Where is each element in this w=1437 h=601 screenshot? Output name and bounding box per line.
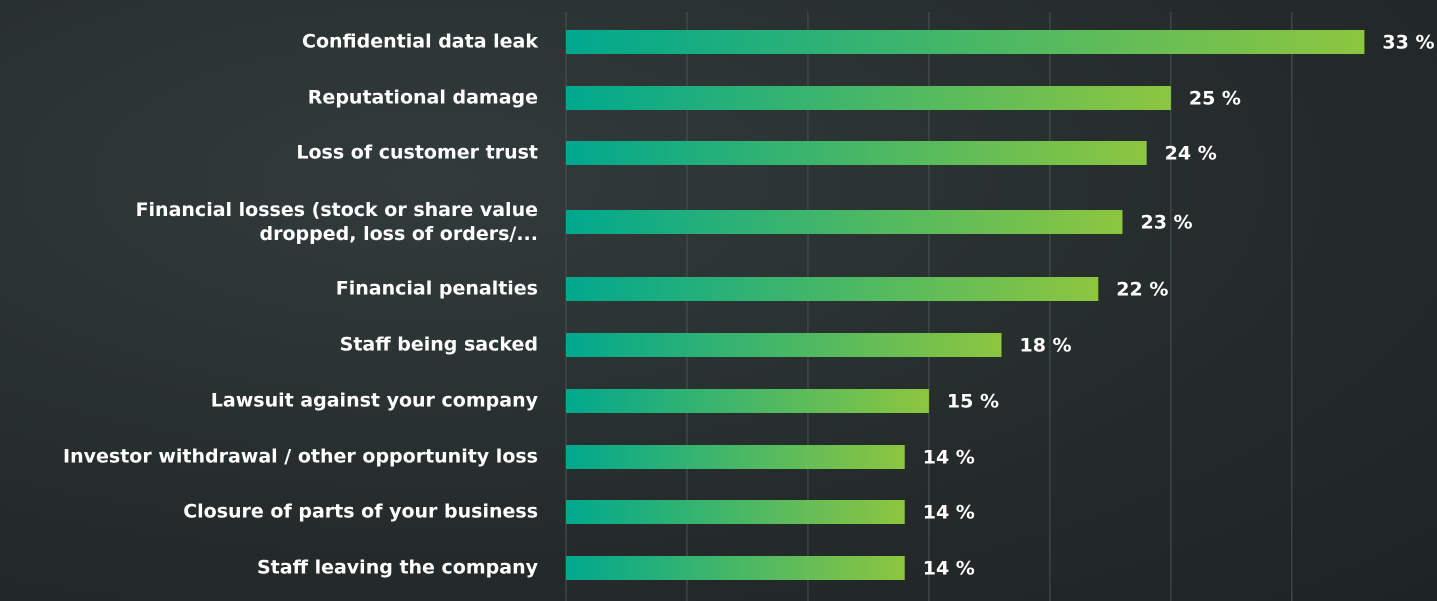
value-label: 23 % (1140, 212, 1192, 234)
value-label: 22 % (1116, 279, 1168, 301)
bar (566, 389, 929, 413)
value-label: 24 % (1165, 143, 1217, 165)
category-label: Confidential data leak (302, 31, 538, 53)
bar (566, 333, 1002, 357)
value-label: 18 % (1020, 335, 1072, 357)
value-label: 15 % (947, 391, 999, 413)
category-label: Financial losses (stock or share value dr… (136, 199, 538, 245)
category-label: Closure of parts of your business (183, 501, 538, 523)
bar (566, 30, 1365, 54)
value-label: 33 % (1382, 32, 1434, 54)
bar (566, 141, 1147, 165)
value-label: 14 % (923, 447, 975, 469)
value-label: 25 % (1189, 88, 1241, 110)
bar (566, 556, 905, 580)
category-label: Loss of customer trust (296, 142, 538, 164)
bar (566, 445, 905, 469)
value-label: 14 % (923, 502, 975, 524)
bar (566, 86, 1171, 110)
bar (566, 500, 905, 524)
category-label: Reputational damage (308, 87, 538, 109)
value-label: 14 % (923, 558, 975, 580)
bar (566, 277, 1099, 301)
bar (566, 210, 1123, 234)
category-label: Staff being sacked (340, 334, 538, 356)
category-label: Financial penalties (336, 278, 538, 300)
category-label: Lawsuit against your company (211, 390, 539, 412)
category-label: Staff leaving the company (257, 557, 539, 579)
category-label: Investor withdrawal / other opportunity … (63, 446, 538, 468)
